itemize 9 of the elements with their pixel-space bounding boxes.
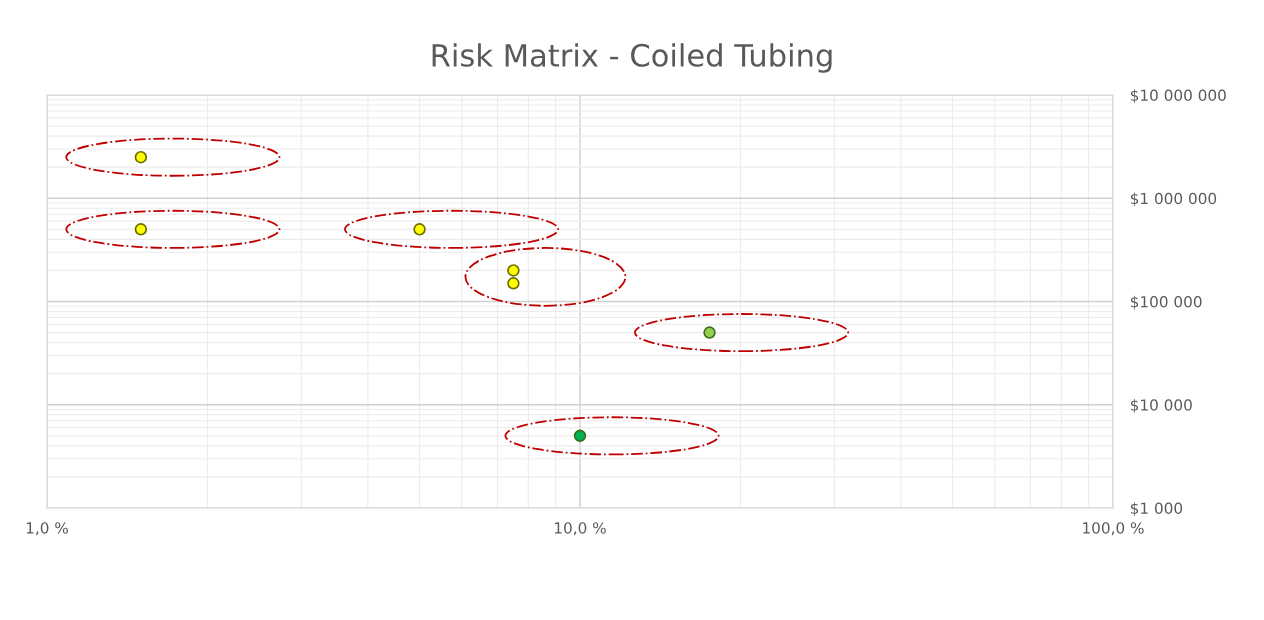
x-tick-label: 100,0 %: [1083, 522, 1144, 536]
y-tick-label: $10 000 000: [1130, 89, 1226, 104]
x-tick-label: 1,0 %: [26, 522, 68, 536]
x-tick-label: 10,0 %: [554, 522, 606, 536]
y-tick-label: $1 000: [1130, 502, 1183, 517]
y-tick-label: $10 000: [1130, 398, 1192, 413]
y-tick-label: $1 000 000: [1130, 192, 1217, 207]
y-tick-label: $100 000: [1130, 295, 1202, 310]
chart-title: Risk Matrix - Coiled Tubing: [432, 43, 832, 73]
